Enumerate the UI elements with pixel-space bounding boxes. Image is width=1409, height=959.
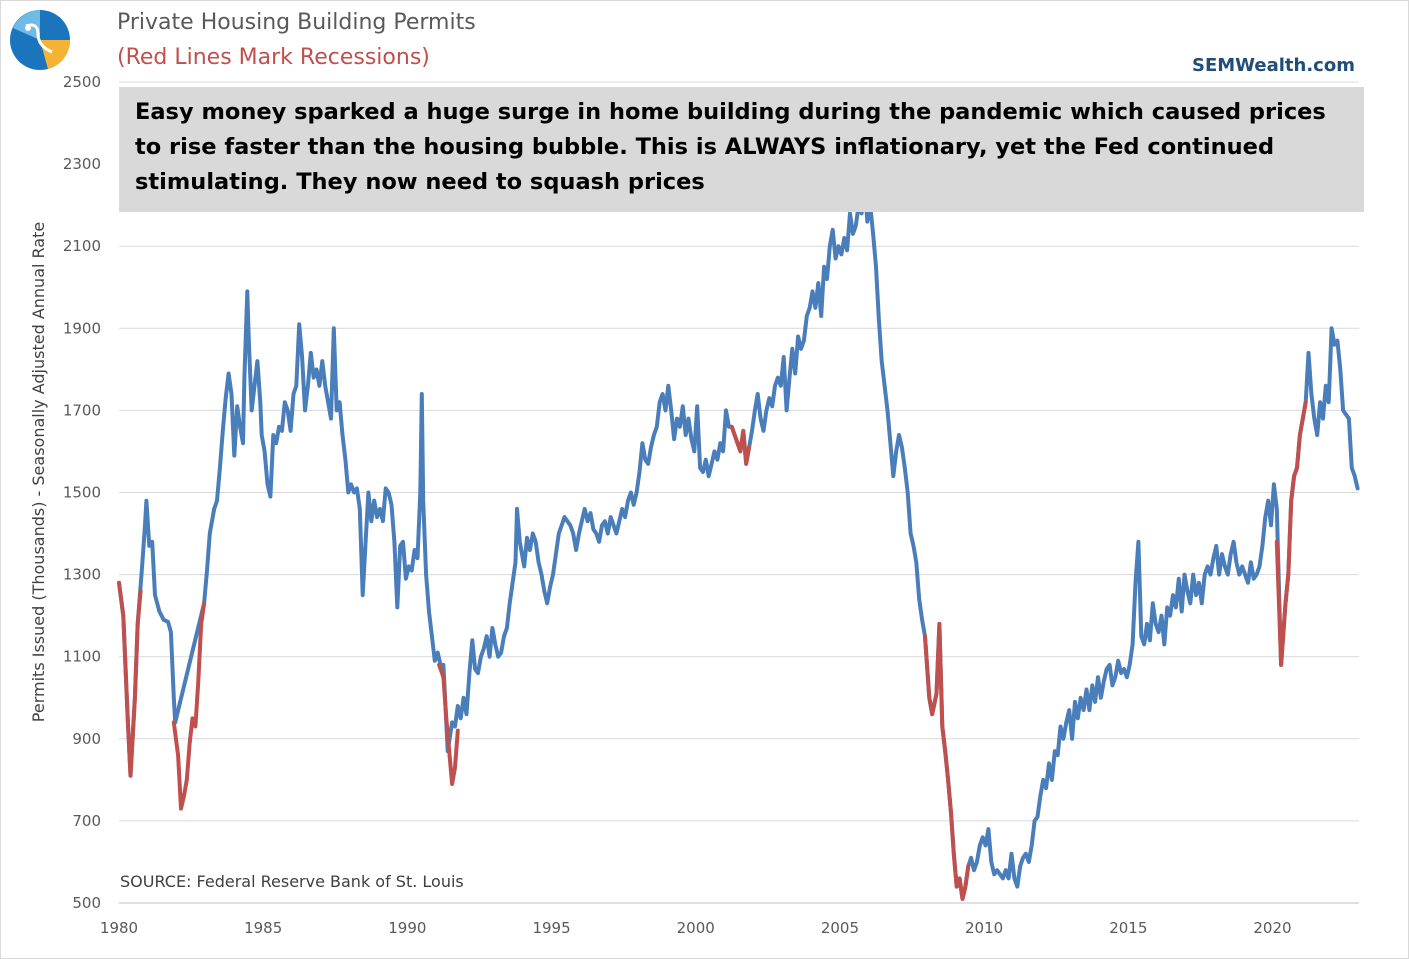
y-tick-label: 900 (72, 730, 101, 748)
chart-title: Private Housing Building Permits (117, 10, 476, 35)
recession-segment (117, 580, 143, 778)
y-tick-label: 2100 (63, 237, 101, 255)
x-tick-label: 1990 (388, 919, 426, 937)
semwealth-logo-icon (10, 10, 71, 70)
brand-link[interactable]: SEMWealth.com (1192, 55, 1355, 76)
y-tick-label: 700 (72, 812, 101, 830)
x-tick-label: 2015 (1109, 919, 1147, 937)
x-tick-label: 2010 (965, 919, 1003, 937)
x-axis-ticks: 1980 1985 1990 1995 2000 2005 2010 2015 2020 (100, 919, 1292, 937)
y-axis-label: Permits Issued (Thousands) - Seasonally … (29, 222, 48, 722)
recession-segment (923, 621, 971, 901)
y-tick-label: 500 (72, 894, 101, 912)
y-tick-label: 1300 (63, 566, 101, 584)
y-axis-ticks: 500 700 900 1100 1300 1500 1700 1900 2100 2300 250… (63, 73, 101, 912)
x-tick-label: 2020 (1253, 919, 1291, 937)
x-tick-label: 1985 (244, 919, 282, 937)
permits-line (117, 174, 1360, 901)
y-tick-label: 1500 (63, 484, 101, 502)
y-tick-label: 1900 (63, 319, 101, 337)
chart-subtitle: (Red Lines Mark Recessions) (117, 45, 430, 70)
recession-segment (171, 601, 207, 811)
source-note: SOURCE: Federal Reserve Bank of St. Loui… (120, 872, 464, 891)
y-tick-label: 2300 (63, 155, 101, 173)
y-tick-label: 1100 (63, 648, 101, 666)
y-tick-label: 2500 (63, 73, 101, 91)
x-tick-label: 2005 (821, 919, 859, 937)
series-lines (117, 174, 1360, 901)
x-tick-label: 1980 (100, 919, 138, 937)
recession-segment (437, 662, 460, 786)
y-tick-label: 1700 (63, 401, 101, 419)
callout-annotation: Easy money sparked a huge surge in home … (119, 87, 1364, 212)
x-tick-label: 2000 (677, 919, 715, 937)
recession-segment (729, 424, 752, 466)
recession-segment (1274, 400, 1308, 667)
x-tick-label: 1995 (532, 919, 570, 937)
